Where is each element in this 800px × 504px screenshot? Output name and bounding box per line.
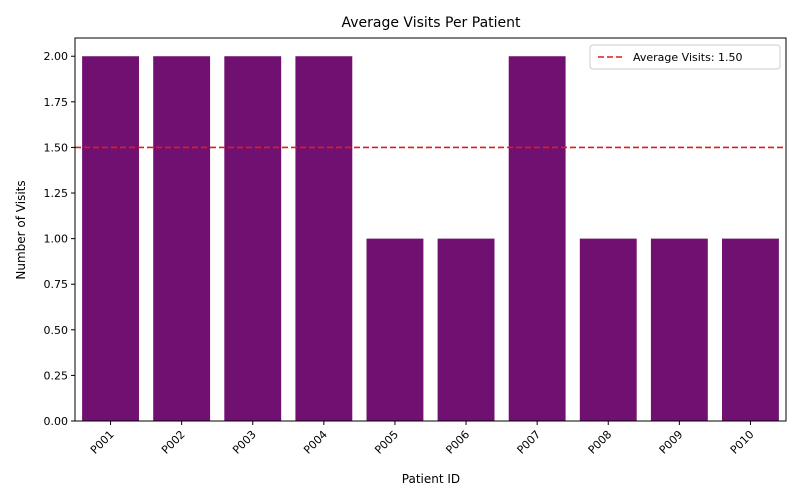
y-tick-label: 1.50: [44, 141, 69, 154]
x-tick-label-p008: P008: [586, 428, 615, 457]
x-tick-label-p009: P009: [657, 428, 686, 457]
legend-label: Average Visits: 1.50: [633, 51, 743, 64]
bar-p003: [224, 56, 282, 421]
axes-frame: [74, 37, 787, 422]
y-tick-label: 1.75: [44, 96, 69, 109]
legend: Average Visits: 1.50: [589, 44, 781, 70]
x-tick-label-p001: P001: [88, 428, 117, 457]
y-tick-label: 0.00: [44, 415, 69, 428]
x-tick-label-p003: P003: [230, 428, 259, 457]
x-tick-label-p004: P004: [301, 428, 330, 457]
bar-p007: [508, 56, 566, 421]
x-tick-label-p005: P005: [372, 428, 401, 457]
y-tick-label: 1.25: [44, 187, 69, 200]
bar-p002: [153, 56, 211, 421]
bar-p010: [722, 238, 779, 421]
chart-title: Average Visits Per Patient: [341, 15, 521, 31]
y-tick-label: 1.00: [44, 233, 69, 246]
x-tick-label-p006: P006: [443, 428, 472, 457]
y-tick-label: 0.25: [44, 369, 69, 382]
x-tick-label-p007: P007: [515, 428, 544, 457]
x-axis-label: Patient ID: [402, 472, 460, 486]
bar-p009: [650, 238, 708, 421]
x-tick-label-p002: P002: [159, 428, 188, 457]
plot-area: 0.00 0.25 0.50 0.75 1.00 1.25 1.50 1.75 2.00 P001…: [44, 37, 787, 457]
bar-p004: [295, 56, 353, 421]
y-tick-label: 2.00: [44, 50, 69, 63]
y-tick-label: 0.50: [44, 324, 69, 337]
y-axis-label: Number of Visits: [14, 180, 28, 279]
legend-box: [589, 44, 781, 70]
bar-p001: [82, 56, 139, 421]
bar-p006: [437, 238, 495, 421]
bar-p005: [366, 238, 424, 421]
y-tick-label: 0.75: [44, 278, 69, 291]
bar-p008: [579, 238, 637, 421]
x-tick-label-p010: P010: [728, 428, 757, 457]
